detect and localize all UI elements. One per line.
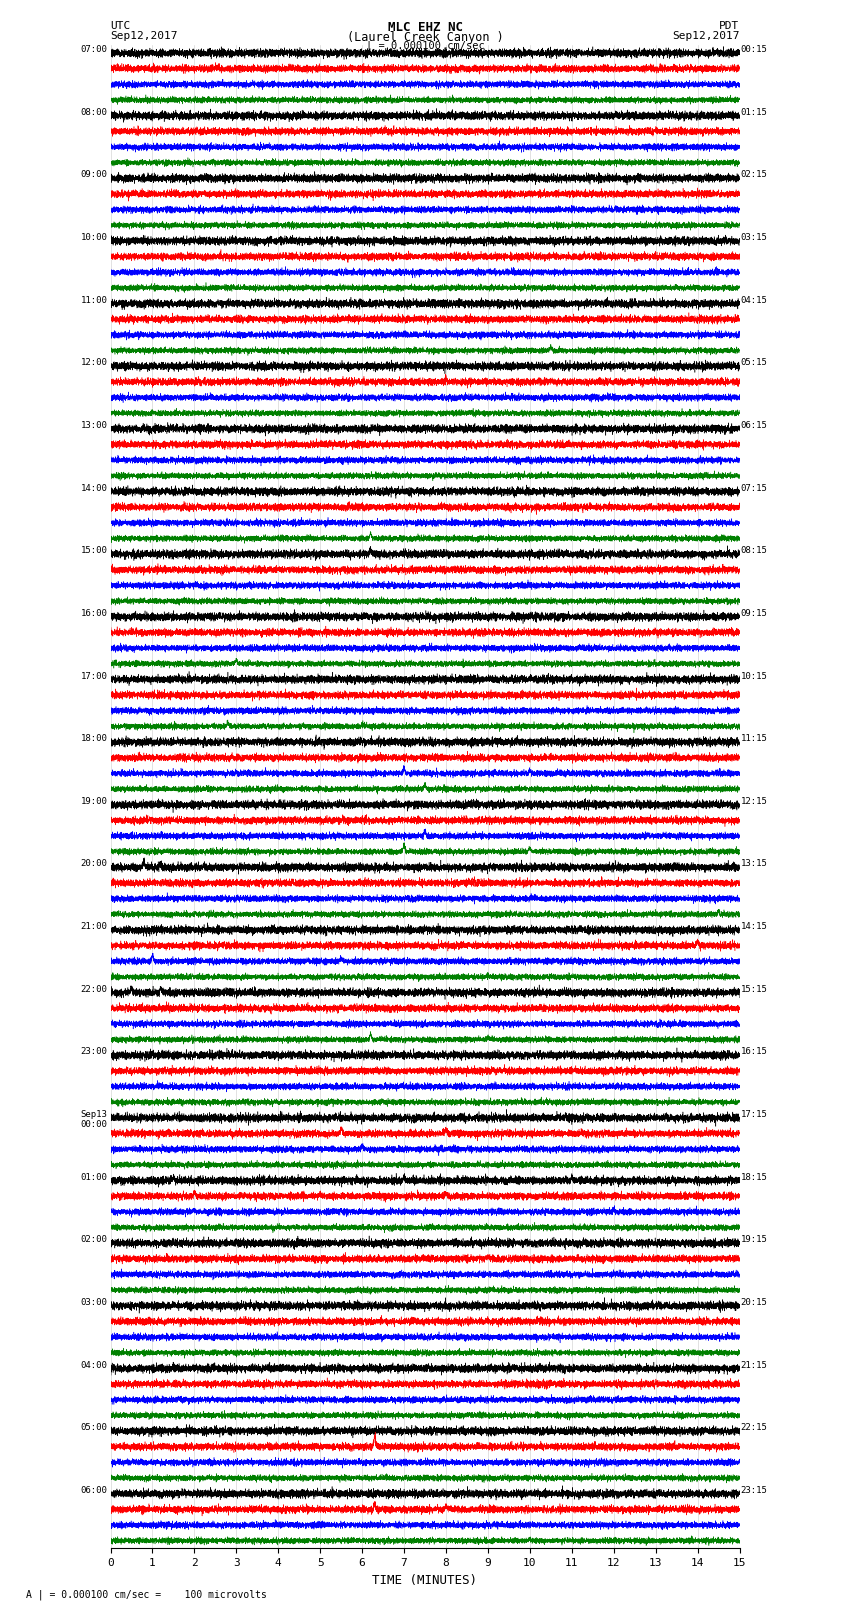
- Text: 15:00: 15:00: [81, 547, 107, 555]
- Text: 09:00: 09:00: [81, 171, 107, 179]
- Text: 12:15: 12:15: [740, 797, 768, 806]
- X-axis label: TIME (MINUTES): TIME (MINUTES): [372, 1574, 478, 1587]
- Text: 11:15: 11:15: [740, 734, 768, 744]
- Text: 19:15: 19:15: [740, 1236, 768, 1244]
- Text: (Laurel Creek Canyon ): (Laurel Creek Canyon ): [347, 31, 503, 44]
- Text: 14:00: 14:00: [81, 484, 107, 492]
- Text: 07:15: 07:15: [740, 484, 768, 492]
- Text: 07:00: 07:00: [81, 45, 107, 55]
- Text: 00:15: 00:15: [740, 45, 768, 55]
- Text: 06:00: 06:00: [81, 1486, 107, 1495]
- Text: 17:15: 17:15: [740, 1110, 768, 1119]
- Text: 02:15: 02:15: [740, 171, 768, 179]
- Text: 09:15: 09:15: [740, 608, 768, 618]
- Text: 18:00: 18:00: [81, 734, 107, 744]
- Text: 08:00: 08:00: [81, 108, 107, 116]
- Text: 17:00: 17:00: [81, 671, 107, 681]
- Text: 13:00: 13:00: [81, 421, 107, 431]
- Text: 05:15: 05:15: [740, 358, 768, 368]
- Text: 18:15: 18:15: [740, 1173, 768, 1182]
- Text: 15:15: 15:15: [740, 984, 768, 994]
- Text: 04:15: 04:15: [740, 295, 768, 305]
- Text: 05:00: 05:00: [81, 1423, 107, 1432]
- Text: 12:00: 12:00: [81, 358, 107, 368]
- Text: 03:00: 03:00: [81, 1298, 107, 1307]
- Text: 02:00: 02:00: [81, 1236, 107, 1244]
- Text: 16:15: 16:15: [740, 1047, 768, 1057]
- Text: 08:15: 08:15: [740, 547, 768, 555]
- Text: 01:15: 01:15: [740, 108, 768, 116]
- Text: 20:15: 20:15: [740, 1298, 768, 1307]
- Text: 21:00: 21:00: [81, 923, 107, 931]
- Text: A | = 0.000100 cm/sec =    100 microvolts: A | = 0.000100 cm/sec = 100 microvolts: [26, 1589, 266, 1600]
- Text: 11:00: 11:00: [81, 295, 107, 305]
- Text: UTC: UTC: [110, 21, 131, 31]
- Text: 10:00: 10:00: [81, 234, 107, 242]
- Text: 22:00: 22:00: [81, 984, 107, 994]
- Text: 16:00: 16:00: [81, 608, 107, 618]
- Text: 03:15: 03:15: [740, 234, 768, 242]
- Text: 10:15: 10:15: [740, 671, 768, 681]
- Text: 06:15: 06:15: [740, 421, 768, 431]
- Text: Sep13
00:00: Sep13 00:00: [81, 1110, 107, 1129]
- Text: PDT: PDT: [719, 21, 740, 31]
- Text: 23:00: 23:00: [81, 1047, 107, 1057]
- Text: 04:00: 04:00: [81, 1361, 107, 1369]
- Text: 23:15: 23:15: [740, 1486, 768, 1495]
- Text: MLC EHZ NC: MLC EHZ NC: [388, 21, 462, 34]
- Text: 20:00: 20:00: [81, 860, 107, 868]
- Text: Sep12,2017: Sep12,2017: [672, 31, 740, 40]
- Text: 13:15: 13:15: [740, 860, 768, 868]
- Text: 19:00: 19:00: [81, 797, 107, 806]
- Text: 01:00: 01:00: [81, 1173, 107, 1182]
- Text: 14:15: 14:15: [740, 923, 768, 931]
- Text: | = 0.000100 cm/sec: | = 0.000100 cm/sec: [366, 40, 484, 52]
- Text: 22:15: 22:15: [740, 1423, 768, 1432]
- Text: Sep12,2017: Sep12,2017: [110, 31, 178, 40]
- Text: 21:15: 21:15: [740, 1360, 768, 1369]
